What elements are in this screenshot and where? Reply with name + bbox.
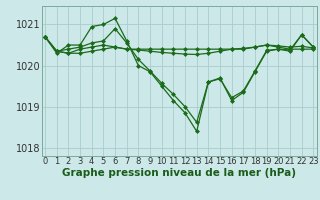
X-axis label: Graphe pression niveau de la mer (hPa): Graphe pression niveau de la mer (hPa) <box>62 168 296 178</box>
